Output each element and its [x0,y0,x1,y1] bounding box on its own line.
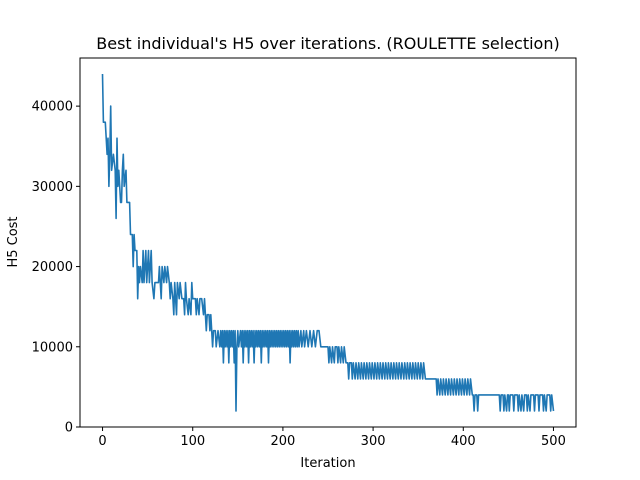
y-axis-label: H5 Cost [6,216,21,267]
plot-frame [79,57,577,428]
x-tick-label: 100 [180,434,205,449]
x-tick-label: 400 [451,434,476,449]
series-line-0 [101,73,555,412]
x-tick-label: 0 [98,434,106,449]
chart-title: Best individual's H5 over iterations. (R… [96,34,559,53]
y-tick-label: 10000 [32,340,73,355]
plot-area [101,73,555,412]
x-axis-label: Iteration [300,456,355,471]
y-tick-label: 0 [65,421,73,436]
y-tick-label: 40000 [32,100,73,115]
x-tick-label: 500 [541,434,566,449]
x-tick-label: 300 [361,434,386,449]
x-axis: 0 100 200 300 400 500 [98,427,566,449]
x-tick-label: 200 [270,434,295,449]
y-axis: 0 10000 20000 30000 40000 [32,100,80,436]
y-tick-label: 30000 [32,180,73,195]
y-tick-label: 20000 [32,260,73,275]
